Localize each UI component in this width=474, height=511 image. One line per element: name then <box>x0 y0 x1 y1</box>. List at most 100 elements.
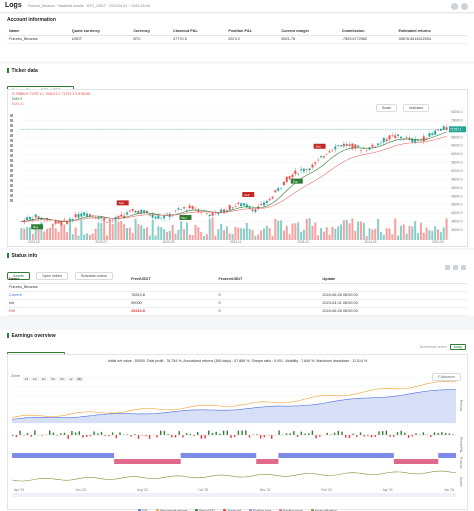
zoom-button-1m[interactable]: 1m <box>39 377 49 381</box>
candle <box>397 134 400 136</box>
volume-bar <box>131 232 134 240</box>
zoom-button-1w[interactable]: 1w <box>31 377 39 381</box>
draw-tool-icon[interactable] <box>10 189 13 192</box>
volume-bar <box>148 235 151 240</box>
candle <box>191 206 194 210</box>
legend-item[interactable]: Benchmark returns <box>156 509 187 511</box>
trade-marker[interactable] <box>313 143 326 149</box>
candlestick-plot[interactable]: 80000.076000.072000.068000.064000.060000… <box>8 90 467 246</box>
period-pnl-bar <box>341 431 343 435</box>
ticker-title: Ticker data <box>7 68 38 74</box>
volume-bar <box>325 227 328 240</box>
draw-tool-icon[interactable] <box>10 154 13 157</box>
zoom-button-All[interactable]: All <box>75 377 83 381</box>
draw-tool-icon[interactable] <box>10 124 13 127</box>
share-icon[interactable] <box>451 3 458 10</box>
draw-tool-icon[interactable] <box>10 139 13 142</box>
legend-item[interactable]: Asset utilization <box>310 509 337 511</box>
candle <box>66 220 69 224</box>
volume-bar <box>80 220 83 240</box>
volume-bar <box>297 222 300 240</box>
volume-bar <box>328 234 331 240</box>
volume-bar <box>391 234 394 240</box>
trade-marker[interactable] <box>290 178 303 184</box>
period-pnl-bar <box>400 430 402 435</box>
volume-bar <box>228 233 231 240</box>
account-col-header: Currency <box>131 27 171 36</box>
draw-tool-icon[interactable] <box>10 194 13 197</box>
zoom-button-1y[interactable]: 1y <box>67 377 75 381</box>
period-pnl-bar <box>293 431 295 435</box>
range-navigator[interactable] <box>12 493 456 497</box>
export-icon[interactable] <box>445 265 450 270</box>
volume-bar <box>94 228 97 240</box>
legend-item[interactable]: Position long <box>248 509 271 511</box>
draw-tool-icon[interactable] <box>10 119 13 122</box>
draw-tool-icon[interactable] <box>10 114 13 117</box>
trade-marker[interactable] <box>242 191 255 197</box>
draw-tool-icon[interactable] <box>10 199 13 202</box>
candle <box>120 214 123 217</box>
draw-tool-icon[interactable] <box>10 184 13 187</box>
price-tick-label: 32000.0 <box>451 211 463 215</box>
legend-item[interactable]: Position short <box>279 509 303 511</box>
volume-bar <box>91 233 94 240</box>
draw-tool-icon[interactable] <box>10 164 13 167</box>
period-pnl-bar <box>415 433 417 435</box>
draw-tool-icon[interactable] <box>10 179 13 182</box>
earnings-chart[interactable]: Initial net value : 50000, Total profit … <box>7 354 468 511</box>
earnings-plot[interactable]: Returns Period P&L Position Assets Apr '23 Ju… <box>8 355 467 509</box>
period-pnl-bar <box>130 435 132 437</box>
zoom-button-6m[interactable]: 6m <box>58 377 67 381</box>
candle <box>254 209 257 212</box>
legend-item[interactable]: Trade net <box>223 509 241 511</box>
table-cell: Futures_Binance <box>7 283 130 292</box>
draw-tool-icon[interactable] <box>10 129 13 132</box>
legend-item[interactable]: P&L <box>138 509 148 511</box>
trade-marker[interactable] <box>31 224 44 230</box>
volume-bar <box>205 234 208 240</box>
period-pnl-bar <box>74 432 77 435</box>
filter-icon[interactable] <box>461 265 466 270</box>
candle <box>143 210 146 213</box>
table-cell: 0 <box>216 291 321 300</box>
trade-marker[interactable] <box>179 214 192 220</box>
zoom-button-1d[interactable]: 1d <box>22 377 31 381</box>
draw-tool-icon[interactable] <box>10 144 13 147</box>
indicator-button[interactable]: Indicator <box>403 104 429 112</box>
period-pnl-bar <box>60 433 62 435</box>
volume-bar <box>442 227 445 240</box>
candle <box>268 199 271 201</box>
settings-icon[interactable] <box>461 3 468 10</box>
candle <box>320 156 323 158</box>
candle <box>431 133 434 136</box>
candlestick-chart[interactable]: O 70589 H 71797.1 L 70423.2 C 71797.1 V … <box>7 89 468 247</box>
period-pnl-bar <box>160 430 162 435</box>
volume-bar <box>354 230 357 240</box>
period-pnl-bar <box>189 433 191 435</box>
draw-tool-icon[interactable] <box>10 134 13 137</box>
period-pnl-bar <box>126 434 129 435</box>
benchmark-select[interactable]: swap <box>449 344 466 350</box>
volume-bar <box>128 227 131 240</box>
draw-tool-icon[interactable] <box>10 169 13 172</box>
draw-tool-icon[interactable] <box>10 174 13 177</box>
draw-tool-icon[interactable] <box>10 159 13 162</box>
price-tick-label: 52000.0 <box>451 169 463 173</box>
volume-bar <box>382 234 385 240</box>
volume-bar <box>225 226 228 240</box>
volume-bar <box>114 218 117 240</box>
scale-button[interactable]: Scale <box>375 104 397 112</box>
period-pnl-bar <box>97 433 99 435</box>
zoom-button-3m[interactable]: 3m <box>49 377 58 381</box>
period-pnl-bar <box>226 430 228 435</box>
volume-bar <box>425 227 428 240</box>
period-pnl-bar <box>259 435 262 439</box>
draw-tool-icon[interactable] <box>10 149 13 152</box>
volume-bar <box>242 228 245 240</box>
volume-bar <box>300 231 303 240</box>
legend-item[interactable]: Period P&L <box>195 509 215 511</box>
candle <box>134 210 137 213</box>
trade-marker[interactable] <box>116 200 129 206</box>
columns-icon[interactable] <box>453 265 458 270</box>
